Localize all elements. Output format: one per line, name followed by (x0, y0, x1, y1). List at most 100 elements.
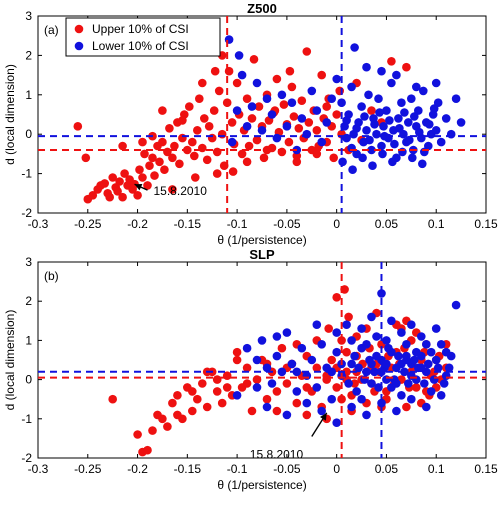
point-upper-csi (214, 86, 224, 96)
point-lower-csi (368, 161, 377, 170)
point-lower-csi (307, 355, 317, 365)
point-lower-csi (237, 70, 247, 80)
point-upper-csi (217, 129, 227, 139)
point-upper-csi (332, 383, 342, 392)
point-lower-csi (412, 82, 421, 92)
point-lower-csi (292, 387, 302, 396)
x-tick-label: 0 (333, 217, 340, 231)
point-upper-csi (224, 66, 234, 76)
point-upper-csi (244, 141, 254, 151)
point-lower-csi (392, 406, 401, 416)
point-lower-csi (302, 129, 312, 139)
point-lower-csi (282, 122, 292, 131)
point-upper-csi (158, 414, 167, 424)
y-tick-label: 3 (25, 255, 32, 269)
point-lower-csi (347, 143, 356, 153)
point-upper-csi (145, 161, 154, 170)
point-lower-csi (357, 394, 366, 404)
x-tick-label: -0.05 (273, 462, 301, 476)
x-tick-label: 0.15 (474, 217, 498, 231)
point-upper-csi (105, 192, 114, 202)
point-lower-csi (282, 410, 292, 420)
point-lower-csi (408, 153, 417, 163)
point-upper-csi (212, 147, 222, 157)
y-tick-label: 0 (25, 373, 32, 387)
point-lower-csi (429, 375, 439, 384)
point-lower-csi (404, 379, 413, 388)
point-lower-csi (405, 135, 414, 145)
point-lower-csi (267, 379, 277, 388)
x-tick-label: 0.15 (474, 462, 498, 476)
chart-title-slp: SLP (249, 247, 275, 262)
point-lower-csi (451, 94, 461, 103)
point-lower-csi (372, 332, 381, 341)
point-lower-csi (362, 126, 371, 135)
point-upper-csi (163, 422, 172, 431)
point-lower-csi (375, 108, 384, 117)
x-tick-label: -0.25 (74, 462, 102, 476)
point-lower-csi (382, 336, 391, 345)
x-tick-label: 0.05 (375, 217, 399, 231)
point-upper-csi (292, 151, 302, 161)
point-upper-csi (138, 173, 147, 182)
point-lower-csi (398, 147, 407, 157)
point-lower-csi (317, 340, 327, 349)
point-lower-csi (436, 137, 446, 147)
point-lower-csi (352, 387, 361, 396)
point-lower-csi (277, 90, 287, 100)
point-upper-csi (324, 324, 334, 333)
point-upper-csi (198, 379, 207, 388)
point-lower-csi (439, 379, 449, 388)
point-lower-csi (247, 102, 257, 111)
point-lower-csi (262, 402, 272, 412)
point-lower-csi (307, 86, 317, 96)
point-upper-csi (178, 116, 187, 125)
y-tick-label: -1 (21, 167, 32, 181)
point-lower-csi (456, 118, 466, 127)
point-upper-csi (292, 398, 302, 408)
y-tick-label: 2 (25, 294, 32, 308)
point-upper-csi (135, 165, 144, 174)
panel-slp: -0.3 -0.25 -0.2 -0.15 -0.1 -0.05 0 0.05 0.1 0.15 -… (3, 247, 498, 492)
point-lower-csi (394, 351, 403, 361)
point-lower-csi (367, 312, 376, 322)
point-lower-csi (425, 120, 434, 129)
point-lower-csi (252, 78, 262, 88)
point-lower-csi (441, 114, 451, 123)
legend-marker-lower (74, 41, 84, 51)
point-lower-csi (397, 391, 406, 400)
point-upper-csi (232, 347, 242, 357)
point-upper-csi (222, 371, 232, 381)
point-upper-csi (133, 430, 142, 439)
point-lower-csi (382, 375, 391, 384)
point-upper-csi (100, 179, 109, 188)
point-lower-csi (407, 320, 416, 330)
point-lower-csi (417, 332, 426, 341)
point-lower-csi (378, 149, 387, 159)
point-upper-csi (342, 347, 351, 357)
x-tick-label: 0.1 (428, 217, 445, 231)
point-upper-csi (327, 355, 337, 365)
point-upper-csi (200, 114, 209, 123)
point-lower-csi (302, 398, 312, 408)
point-upper-csi (312, 126, 322, 135)
point-lower-csi (327, 394, 337, 404)
point-lower-csi (342, 116, 351, 125)
point-lower-csi (342, 320, 351, 330)
point-lower-csi (436, 340, 446, 349)
point-upper-csi (148, 426, 157, 435)
point-upper-csi (227, 118, 237, 127)
point-lower-csi (377, 289, 386, 298)
x-tick-label: -0.3 (28, 462, 49, 476)
point-lower-csi (404, 118, 413, 127)
point-lower-csi (377, 141, 386, 151)
point-upper-csi (198, 143, 207, 153)
point-lower-csi (347, 82, 356, 92)
point-lower-csi (418, 159, 427, 169)
y-tick-label: -2 (21, 206, 32, 220)
annotation-15-8-2010-slp: 15.8.2010 (250, 412, 328, 461)
point-lower-csi (370, 120, 379, 129)
point-lower-csi (262, 363, 272, 373)
point-lower-csi (287, 359, 297, 369)
x-axis-label-slp: θ (1/persistence) (217, 478, 306, 492)
